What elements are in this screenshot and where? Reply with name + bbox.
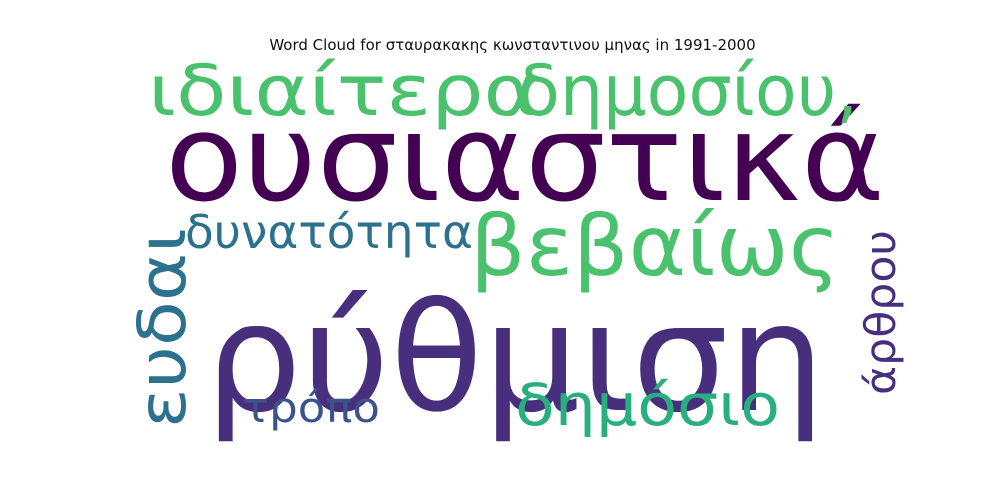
chart-title: Word Cloud for σταυρακακης κωνσταντινου … xyxy=(269,36,756,54)
word-0: ουσιαστικά xyxy=(165,90,885,229)
word-4: βεβαίως xyxy=(470,197,840,295)
word-7: δημόσιο xyxy=(515,371,780,439)
word-8: τρόπο xyxy=(242,383,380,432)
word-2: ιδιαίτερα xyxy=(148,50,538,132)
word-3: δημοσίου, xyxy=(518,50,858,132)
word-9: άρθρου xyxy=(856,230,905,395)
word-6: ευδαι xyxy=(124,228,201,428)
word-1: ρύθμιση xyxy=(205,272,825,446)
word-5: δυνατότητα xyxy=(185,205,473,259)
